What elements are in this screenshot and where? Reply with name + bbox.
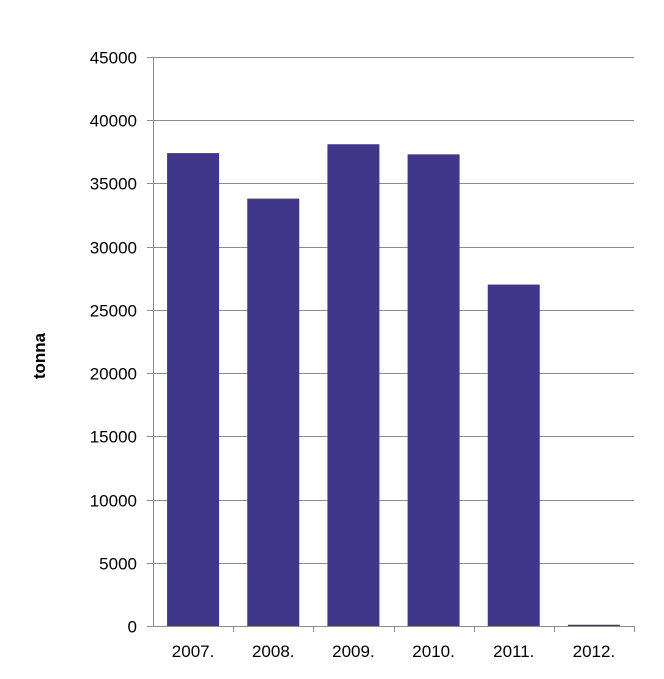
bar-2010 [407,154,460,626]
x-tick-label: 2008. [252,642,295,661]
bar-2011 [487,284,540,626]
bars [167,144,620,626]
y-tick-labels: 0 5000 10000 15000 20000 25000 30000 35000 40000… [90,49,153,637]
bar-2009 [327,144,380,626]
y-tick-label: 40000 [90,112,137,131]
x-tick-label: 2011. [493,642,534,661]
y-tick-label: 20000 [90,365,137,384]
y-tick-label: 10000 [90,492,137,511]
y-tick-label: 30000 [90,239,137,258]
y-tick-label: 5000 [99,555,137,574]
bar-2012 [567,624,620,626]
y-tick-label: 25000 [90,302,137,321]
x-tick-label: 2010. [412,642,455,661]
bar-2008 [247,198,300,626]
x-tick-label: 2007. [172,642,215,661]
bar-2007 [167,153,220,626]
y-axis-label: tonna [30,332,49,379]
x-tick-labels: 2007. 2008. 2009. 2010. 2011. 2012. [172,626,635,661]
x-tick-label: 2012. [573,642,616,661]
x-tick-label: 2009. [332,642,375,661]
gridlines [153,57,634,564]
y-tick-label: 0 [128,618,137,637]
y-tick-label: 35000 [90,175,137,194]
y-tick-label: 15000 [90,428,137,447]
y-tick-label: 45000 [90,49,137,68]
